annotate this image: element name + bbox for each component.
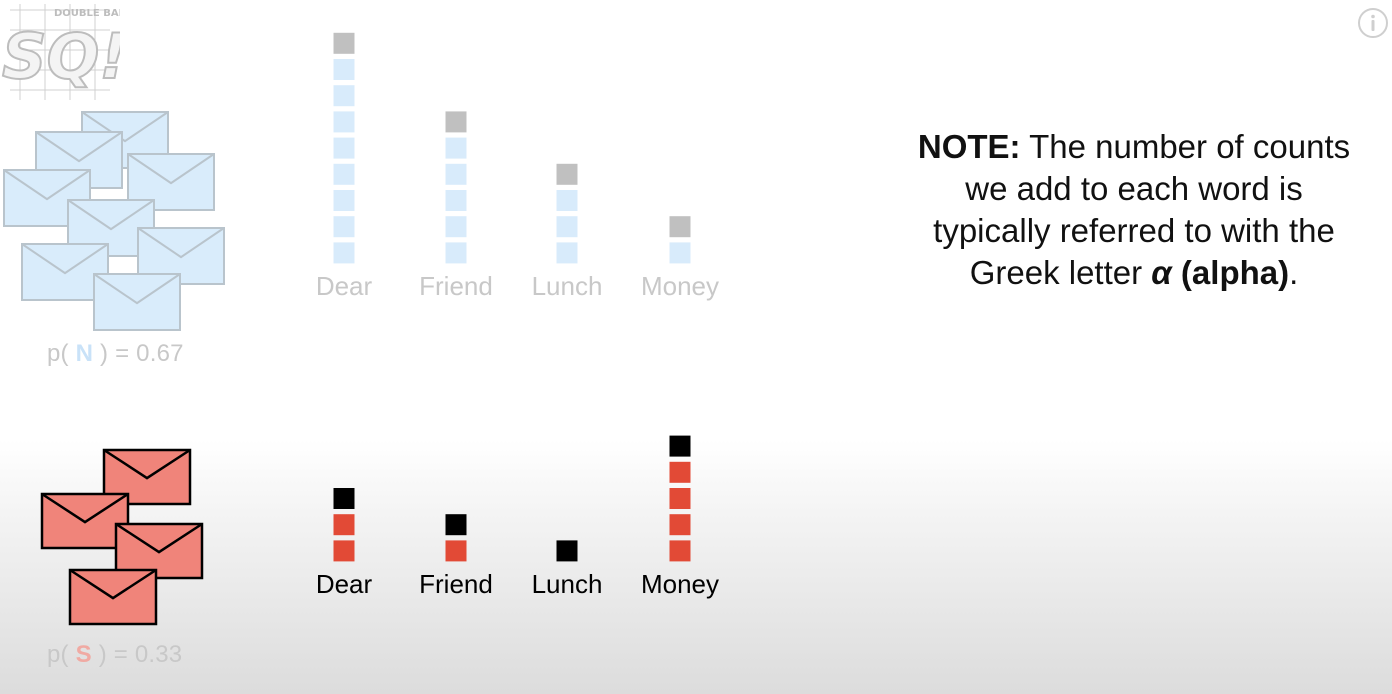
count-square (669, 242, 691, 264)
normal-envelopes-illustration (3, 111, 225, 331)
logo-badge: DOUBLE BAM!!! (54, 8, 120, 19)
count-square (333, 85, 355, 107)
envelope-icon (93, 273, 181, 331)
logo: SQ! DOUBLE BAM!!! (1, 4, 120, 100)
count-square (669, 540, 691, 562)
x-tick-label: Lunch (532, 569, 603, 599)
normal-word-count-chart: Dear Friend Lunch Money (316, 32, 719, 301)
logo-text: SQ! (2, 20, 120, 93)
count-square (445, 540, 467, 562)
note-lead: NOTE: (917, 128, 1021, 165)
pseudocount-square (445, 111, 467, 133)
prior-suffix: ) = 0.67 (93, 340, 184, 367)
envelope-icon (68, 568, 158, 626)
pseudocount-square (669, 216, 691, 238)
count-square (445, 216, 467, 238)
note-period: . (1289, 254, 1299, 291)
prior-prefix: p( (47, 340, 76, 367)
pseudocount-square (445, 514, 467, 536)
count-square (556, 216, 578, 238)
count-square (445, 163, 467, 185)
count-square (333, 163, 355, 185)
x-tick-label: Money (641, 569, 719, 599)
pseudocount-square (669, 435, 691, 457)
count-square (669, 461, 691, 483)
x-tick-label: Money (641, 271, 719, 301)
note-line4: Greek letter (969, 254, 1152, 291)
count-square (556, 242, 578, 264)
alpha-word: (alpha) (1171, 254, 1290, 291)
x-tick-label: Lunch (532, 271, 603, 301)
count-square (669, 488, 691, 509)
count-square (333, 216, 355, 238)
count-square (556, 190, 578, 211)
spam-envelopes-illustration (40, 448, 204, 626)
count-square (333, 540, 355, 562)
alpha-note: NOTE: The number of counts we add to eac… (884, 126, 1384, 294)
spam-prior-label: p( S ) = 0.33 (47, 641, 182, 669)
count-square (333, 59, 355, 80)
x-tick-label: Friend (419, 569, 493, 599)
x-tick-label: Dear (316, 569, 373, 599)
prior-prefix: p( (47, 641, 76, 668)
alpha-symbol: α (1151, 254, 1172, 291)
count-square (333, 190, 355, 211)
count-square (333, 242, 355, 264)
pseudocount-square (333, 488, 355, 509)
count-square (445, 137, 467, 159)
normal-prior-label: p( N ) = 0.67 (47, 340, 184, 368)
count-square (333, 514, 355, 536)
count-square (445, 242, 467, 264)
envelope-icon (40, 492, 130, 550)
pseudocount-square (556, 163, 578, 185)
count-square (669, 514, 691, 536)
pseudocount-square (333, 32, 355, 54)
info-icon[interactable] (1356, 6, 1390, 40)
spam-word-count-chart: Dear Friend Lunch Money (316, 435, 719, 599)
note-line2: we add to each word is (965, 170, 1303, 207)
count-square (333, 111, 355, 133)
prior-suffix: ) = 0.33 (91, 641, 183, 668)
x-tick-label: Friend (419, 271, 493, 301)
prior-class-n: N (75, 340, 94, 367)
count-square (333, 137, 355, 159)
x-tick-label: Dear (316, 271, 373, 301)
count-square (445, 190, 467, 211)
pseudocount-square (556, 540, 578, 562)
prior-class-s: S (75, 641, 92, 668)
note-line1: The number of counts (1020, 128, 1351, 165)
note-line3: typically referred to with the (933, 212, 1335, 249)
